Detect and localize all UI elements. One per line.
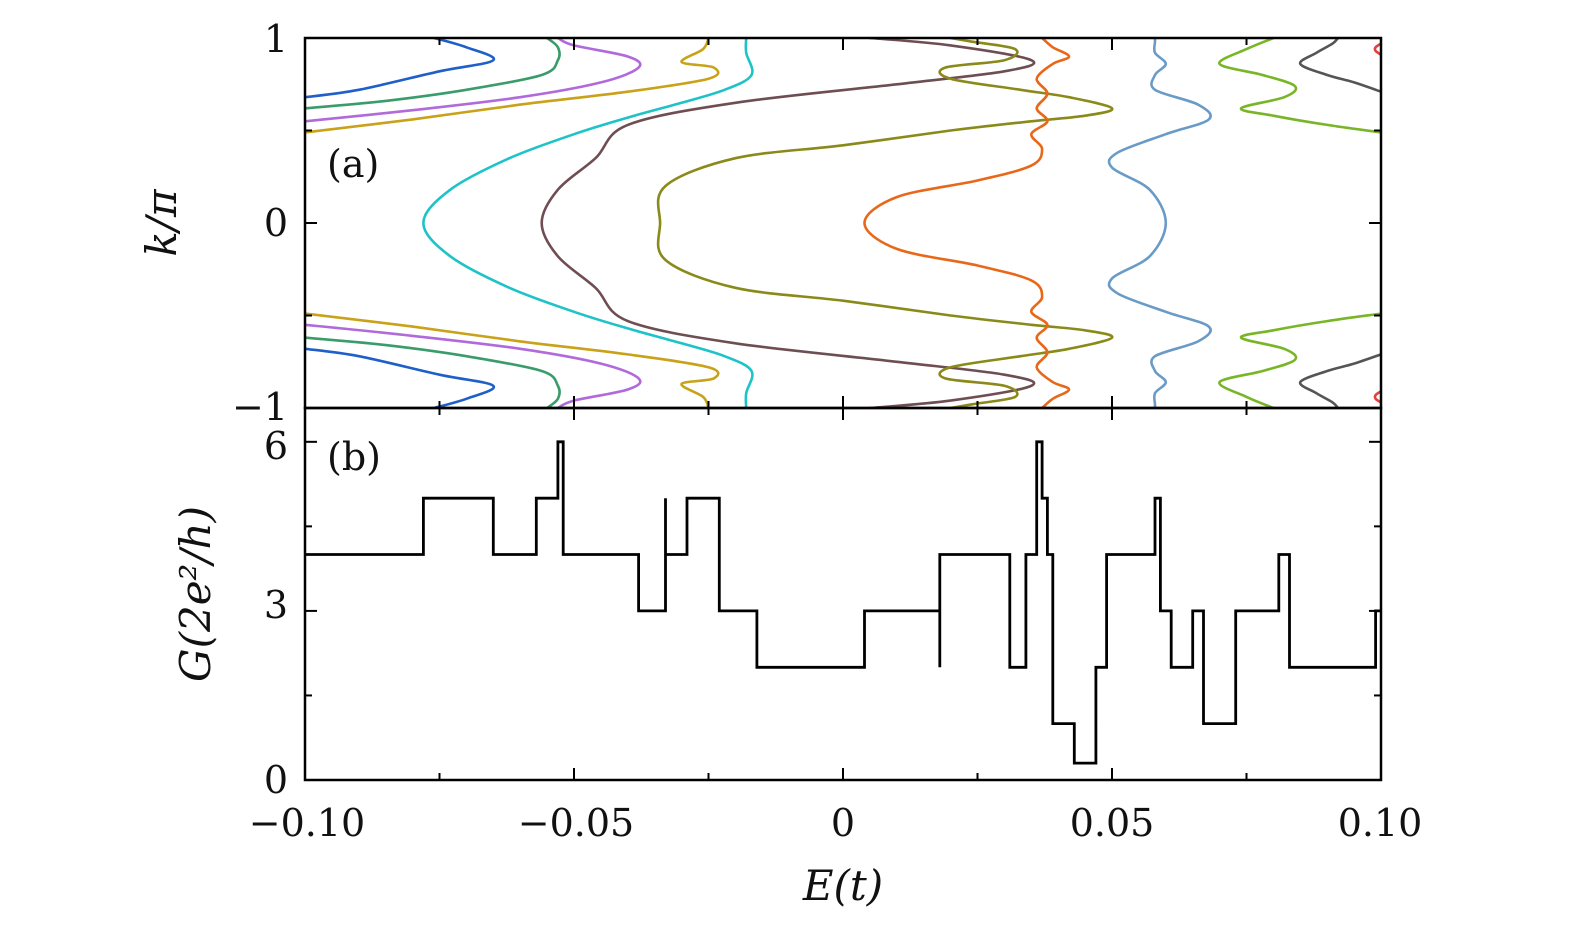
band-line-6	[540, 38, 1036, 408]
x-axis-label: E(t)	[802, 861, 883, 910]
y-tick-label: −1	[232, 385, 288, 429]
x-axis: −0.10 −0.05 0 0.05 0.10 E(t)	[249, 801, 1423, 910]
panel-b-ylabel: G(2e²/h)	[171, 506, 220, 682]
band-line-5	[422, 38, 754, 408]
y-tick-label: 0	[264, 201, 288, 245]
panel-b: (b) G(2e²/h) 6 3 0	[171, 406, 1383, 802]
conductance-step-line	[305, 440, 1381, 765]
band-line-10	[1218, 38, 1381, 408]
band-line-2	[305, 38, 561, 408]
band-line-3	[305, 38, 642, 408]
x-tick-label: 0	[831, 801, 855, 845]
band-line-12	[1373, 42, 1381, 404]
x-tick-label: −0.10	[249, 801, 365, 845]
x-tick-label: 0.10	[1338, 801, 1423, 845]
panel-a-ticks	[304, 37, 1382, 409]
x-tick-label: 0.05	[1070, 801, 1155, 845]
panel-b-label: (b)	[327, 435, 381, 479]
panel-a-ylabel: k/π	[137, 188, 186, 257]
panel-a: (a) k/π 1 0 −1	[137, 17, 1383, 429]
x-tick-label: −0.05	[518, 801, 634, 845]
y-tick-label: 0	[264, 758, 288, 802]
panel-b-ticks	[304, 408, 1382, 781]
band-line-4	[305, 38, 720, 408]
band-line-9	[1107, 38, 1212, 408]
panel-a-frame	[303, 36, 1383, 410]
band-line-7	[656, 38, 1114, 408]
band-line-11	[1298, 38, 1381, 408]
band-lines	[305, 38, 1381, 408]
y-tick-label: 6	[264, 424, 288, 468]
y-tick-label: 3	[264, 583, 288, 627]
y-tick-label: 1	[264, 17, 288, 61]
band-line-8	[863, 38, 1071, 408]
panel-a-label: (a)	[327, 142, 379, 186]
band-line-1	[305, 38, 496, 408]
